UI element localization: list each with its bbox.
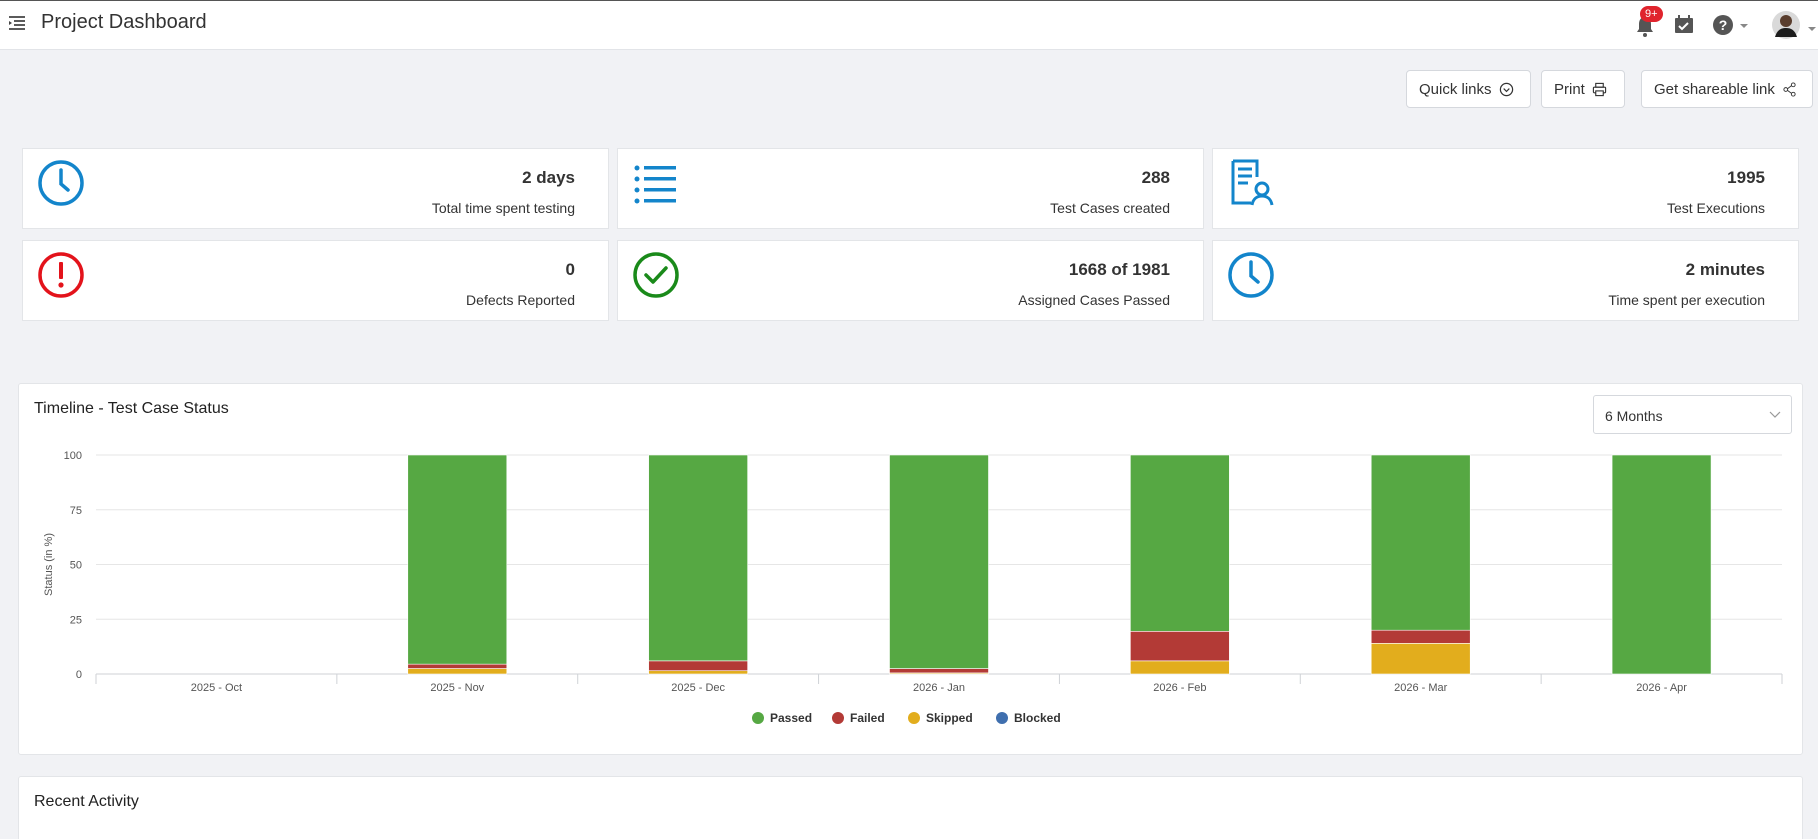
stat-label: Total time spent testing	[431, 200, 575, 216]
stat-card-time-per-execution: 2 minutes Time spent per execution	[1212, 240, 1799, 321]
notification-badge[interactable]: 9+	[1640, 6, 1663, 22]
x-tick-label: 2026 - Mar	[1394, 682, 1448, 694]
bar-segment-passed	[1611, 454, 1712, 675]
share-label: Get shareable link	[1654, 80, 1775, 98]
x-tick-label: 2026 - Feb	[1153, 682, 1206, 694]
x-tick-label: 2025 - Dec	[671, 682, 725, 694]
y-tick-label: 75	[70, 505, 82, 517]
bar-segment-failed	[1130, 630, 1230, 662]
y-tick-label: 25	[70, 614, 82, 626]
bar-segment-passed	[648, 454, 748, 662]
stat-card-test-cases: 288 Test Cases created	[617, 148, 1204, 229]
legend-label-skipped: Skipped	[926, 711, 973, 725]
stat-value: 2 minutes	[1685, 260, 1765, 279]
list-icon	[634, 165, 676, 204]
x-tick-label: 2026 - Jan	[913, 682, 965, 694]
y-axis-label: Status (in %)	[43, 533, 55, 596]
legend-marker-passed	[752, 712, 764, 724]
y-tick-label: 50	[70, 560, 82, 572]
stat-card-defects: 0 Defects Reported	[22, 240, 609, 321]
calendar-check-icon[interactable]	[1673, 14, 1695, 36]
bar-segment-failed	[648, 660, 748, 672]
quick-links-label: Quick links	[1419, 80, 1492, 98]
bar-segment-skipped	[1130, 660, 1230, 675]
stat-value: 1668 of 1981	[1068, 260, 1170, 279]
svg-text:?: ?	[1719, 17, 1728, 33]
legend-marker-blocked	[996, 712, 1008, 724]
legend-marker-failed	[832, 712, 844, 724]
stat-value: 0	[565, 260, 575, 279]
stat-card-time-testing: 2 days Total time spent testing	[22, 148, 609, 229]
top-bar: Project Dashboard 9+ ?	[0, 0, 1818, 50]
document-user-icon	[1231, 159, 1274, 206]
printer-icon	[1592, 82, 1606, 96]
chevron-circle-icon	[1499, 82, 1513, 96]
y-tick-label: 0	[76, 669, 82, 681]
stat-label: Assigned Cases Passed	[1018, 292, 1170, 308]
stat-label: Time spent per execution	[1608, 292, 1765, 308]
print-label: Print	[1554, 80, 1585, 98]
clock-icon	[1228, 252, 1274, 298]
menu-icon[interactable]	[7, 13, 27, 33]
help-icon[interactable]: ?	[1713, 14, 1751, 36]
range-select[interactable]: 6 Months	[1593, 395, 1792, 434]
bar-segment-skipped	[1370, 643, 1471, 675]
recent-activity-panel: Recent Activity	[18, 776, 1803, 839]
legend-label-failed: Failed	[850, 711, 885, 725]
stat-value: 1995	[1727, 168, 1765, 187]
bar-segment-passed	[407, 454, 508, 665]
bar-segment-failed	[1370, 629, 1471, 644]
quick-links-button[interactable]: Quick links	[1406, 70, 1531, 108]
share-icon	[1783, 81, 1796, 97]
print-button[interactable]: Print	[1541, 70, 1625, 108]
bar-segment-skipped	[407, 668, 508, 675]
legend-label-passed: Passed	[770, 711, 812, 725]
bar-segment-failed	[407, 663, 508, 669]
timeline-chart: 0 25 50 75 100 Status (in %) 2025 - Oct 2025 - …	[43, 450, 1783, 725]
bar-segment-passed	[1370, 454, 1471, 631]
stat-card-test-executions: 1995 Test Executions	[1212, 148, 1799, 229]
timeline-title: Timeline - Test Case Status	[34, 400, 229, 417]
x-tick-label: 2026 - Apr	[1636, 682, 1687, 694]
stat-value: 288	[1141, 168, 1170, 187]
range-select-value: 6 Months	[1605, 408, 1663, 424]
alert-icon	[38, 252, 84, 298]
page-title: Project Dashboard	[41, 11, 207, 33]
stat-label: Test Cases created	[1050, 200, 1170, 216]
x-tick-label: 2025 - Nov	[430, 682, 484, 694]
clock-icon	[38, 160, 84, 206]
x-tick-label: 2025 - Oct	[191, 682, 242, 694]
timeline-panel: 0 25 50 75 100 Status (in %) 2025 - Oct 2025 - …	[18, 383, 1803, 755]
bar-segment-passed	[1130, 454, 1230, 632]
bar-segment-failed	[889, 668, 989, 674]
stat-card-cases-passed: 1668 of 1981 Assigned Cases Passed	[617, 240, 1204, 321]
share-link-button[interactable]: Get shareable link	[1641, 70, 1813, 108]
check-circle-icon	[633, 252, 679, 298]
avatar[interactable]	[1771, 9, 1817, 41]
legend-marker-skipped	[908, 712, 920, 724]
y-tick-label: 100	[64, 450, 82, 462]
stat-value: 2 days	[522, 168, 575, 187]
stat-label: Defects Reported	[466, 292, 575, 308]
recent-activity-title: Recent Activity	[34, 793, 139, 810]
stat-label: Test Executions	[1666, 200, 1765, 216]
legend-label-blocked: Blocked	[1014, 711, 1061, 725]
chevron-down-icon	[1769, 411, 1781, 418]
bar-segment-skipped	[648, 670, 748, 675]
bar-segment-passed	[889, 454, 989, 669]
